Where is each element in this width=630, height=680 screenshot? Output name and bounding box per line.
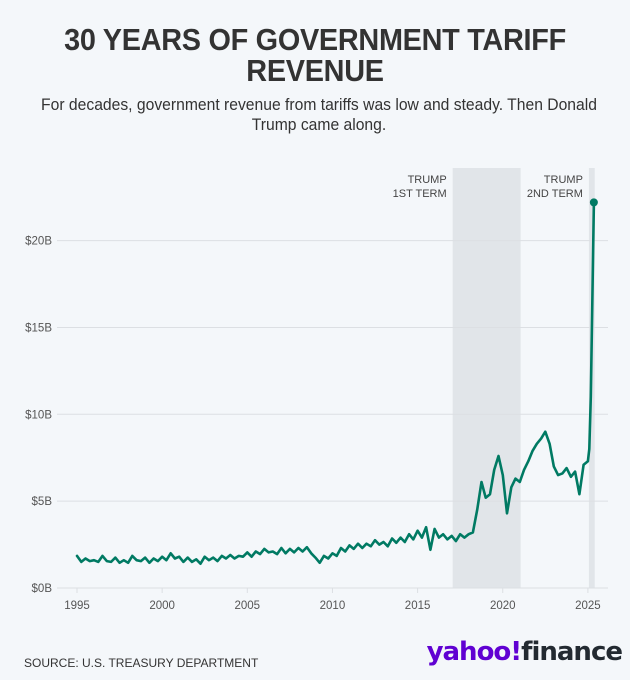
chart-title: 30 YEARS OF GOVERNMENT TARIFF REVENUE	[22, 24, 608, 86]
source-note: SOURCE: U.S. TREASURY DEPARTMENT	[24, 656, 259, 670]
x-tick-label: 2025	[575, 600, 601, 612]
period-label-1-line1: TRUMP	[408, 174, 447, 186]
period-annotations: TRUMP 1ST TERM TRUMP 2ND TERM	[393, 174, 583, 200]
chart-subtitle: For decades, government revenue from tar…	[41, 96, 597, 134]
x-tick-label: 1995	[64, 600, 90, 612]
x-tick-label: 2015	[405, 600, 431, 612]
chart-title-line1: 30 YEARS OF GOVERNMENT TARIFF	[64, 22, 566, 57]
y-tick-label: $15B	[25, 322, 52, 334]
end-point-marker	[589, 198, 598, 207]
chart-title-line2: REVENUE	[246, 53, 384, 88]
period-label-2-line2: 2ND TERM	[527, 188, 583, 200]
logo-yahoo: yahoo	[426, 637, 512, 667]
x-tick-label: 2000	[149, 600, 175, 612]
shaded-period-1	[452, 168, 521, 588]
series-layer	[75, 198, 598, 565]
x-tick-label: 2005	[235, 600, 261, 612]
yahoo-finance-logo: yahoo!finance	[426, 637, 623, 667]
x-axis: 1995 2000 2005 2010 2015 2020 2025	[64, 588, 601, 612]
x-tick-label: 2020	[490, 600, 516, 612]
period-label-2-line1: TRUMP	[544, 174, 583, 186]
gridlines	[57, 240, 608, 589]
logo-finance: finance	[521, 637, 623, 667]
x-tick-label: 2010	[320, 600, 346, 612]
logo-bang: !	[510, 637, 522, 667]
y-tick-label: $5B	[32, 496, 53, 508]
y-axis: $0B $5B $10B $15B $20B	[25, 236, 52, 595]
y-tick-label: $0B	[32, 583, 53, 595]
y-tick-label: $20B	[25, 236, 52, 248]
series-line-1	[75, 201, 596, 565]
y-tick-label: $10B	[25, 409, 52, 421]
period-label-1-line2: 1ST TERM	[393, 188, 447, 200]
line-chart: $0B $5B $10B $15B $20B 1995 2000 2005 2010 2015 2…	[25, 168, 608, 612]
